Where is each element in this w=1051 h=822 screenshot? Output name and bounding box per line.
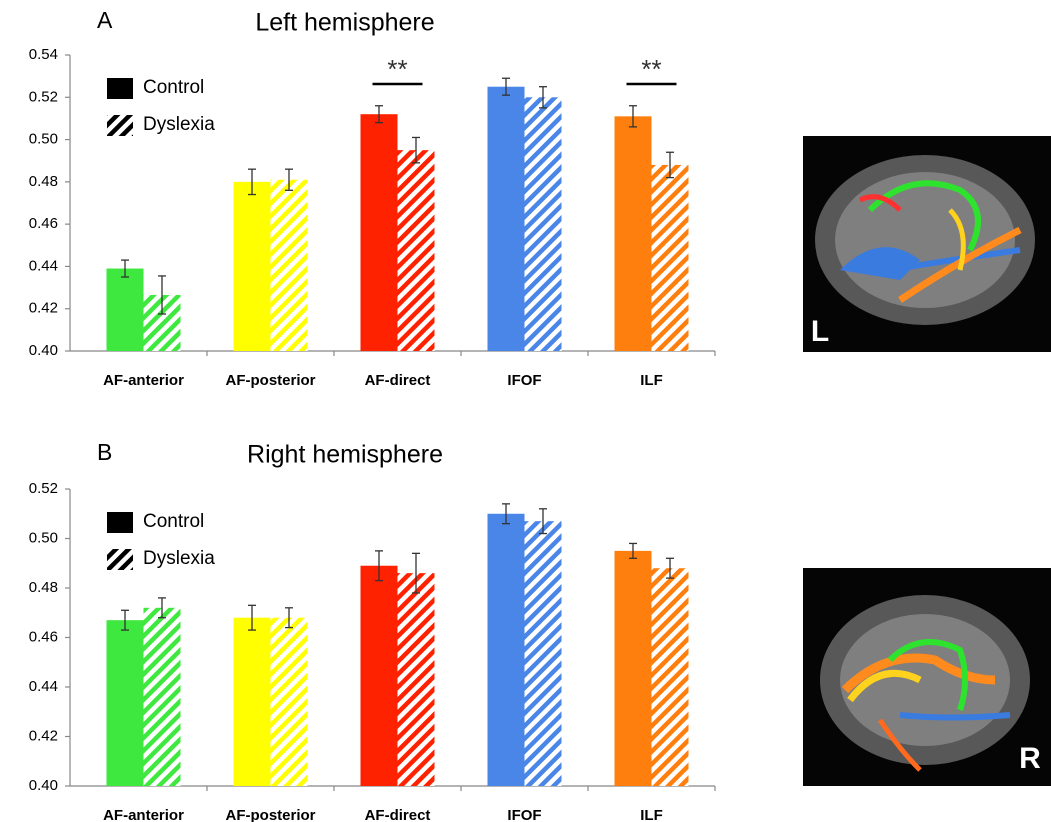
bar xyxy=(106,620,144,786)
error-bar xyxy=(285,168,293,191)
bar xyxy=(487,86,525,351)
error-bar xyxy=(248,168,256,196)
error-bar xyxy=(158,275,166,315)
x-tick-label: IFOF xyxy=(507,807,541,822)
y-tick-label: 0.48 xyxy=(29,173,58,190)
y-tick-label: 0.42 xyxy=(29,727,58,744)
bar xyxy=(233,617,271,786)
brain-image-right xyxy=(803,568,1051,786)
bar xyxy=(143,607,181,786)
legend-swatch xyxy=(107,78,133,99)
error-bar xyxy=(412,552,420,594)
error-bar xyxy=(539,86,547,109)
error-bar xyxy=(121,609,129,631)
bar xyxy=(397,150,435,351)
significance-label: ** xyxy=(387,54,407,84)
legend-swatch xyxy=(107,549,133,570)
brain-image-left xyxy=(803,136,1051,352)
bar xyxy=(360,114,398,351)
y-tick-label: 0.50 xyxy=(29,529,58,546)
y-tick-label: 0.46 xyxy=(29,628,58,645)
error-bar xyxy=(666,151,674,179)
bar xyxy=(524,97,562,352)
bar xyxy=(651,568,689,786)
chart-title: Left hemisphere xyxy=(255,9,434,37)
legend-swatch xyxy=(107,115,133,136)
bar xyxy=(651,164,689,351)
x-tick-label: AF-posterior xyxy=(226,807,316,822)
bar xyxy=(614,116,652,351)
x-tick-label: AF-anterior xyxy=(103,372,184,389)
y-tick-label: 0.44 xyxy=(29,678,58,695)
error-bar xyxy=(248,604,256,631)
bar xyxy=(233,181,271,351)
bar xyxy=(397,573,435,786)
error-bar xyxy=(375,105,383,124)
bar xyxy=(614,550,652,786)
error-bar xyxy=(629,542,637,559)
error-bar xyxy=(539,508,547,535)
image-label: L xyxy=(811,315,829,348)
x-tick-label: AF-direct xyxy=(365,372,431,389)
x-tick-label: AF-posterior xyxy=(226,372,316,389)
error-bar xyxy=(285,607,293,629)
panel-label: A xyxy=(97,7,113,33)
x-tick-label: AF-anterior xyxy=(103,807,184,822)
error-bar xyxy=(121,259,129,278)
y-tick-label: 0.50 xyxy=(29,131,58,148)
x-tick-label: AF-direct xyxy=(365,807,431,822)
error-bar xyxy=(412,136,420,164)
bar xyxy=(106,268,144,351)
legend-label: Control xyxy=(143,511,204,532)
bar xyxy=(270,617,308,786)
y-tick-label: 0.40 xyxy=(29,342,58,359)
x-tick-label: ILF xyxy=(640,807,663,822)
image-label: R xyxy=(1019,742,1041,775)
y-tick-label: 0.42 xyxy=(29,300,58,317)
error-bar xyxy=(666,557,674,579)
y-tick-label: 0.54 xyxy=(29,46,58,63)
chart-title: Right hemisphere xyxy=(247,441,443,469)
legend-label: Dyslexia xyxy=(143,114,215,135)
bar xyxy=(360,565,398,786)
error-bar xyxy=(502,77,510,96)
y-tick-label: 0.52 xyxy=(29,88,58,105)
error-bar xyxy=(629,105,637,128)
panel-label: B xyxy=(97,439,112,465)
error-bar xyxy=(502,503,510,525)
error-bar xyxy=(158,597,166,619)
legend-label: Control xyxy=(143,77,204,98)
legend-swatch xyxy=(107,512,133,533)
y-tick-label: 0.52 xyxy=(29,480,58,497)
bar xyxy=(524,521,562,786)
y-tick-label: 0.46 xyxy=(29,215,58,232)
x-tick-label: ILF xyxy=(640,372,663,389)
bar xyxy=(270,179,308,351)
bar xyxy=(487,513,525,786)
x-tick-label: IFOF xyxy=(507,372,541,389)
error-bar xyxy=(375,550,383,582)
significance-label: ** xyxy=(641,54,661,84)
y-tick-label: 0.44 xyxy=(29,257,58,274)
legend-label: Dyslexia xyxy=(143,548,215,569)
y-tick-label: 0.40 xyxy=(29,777,58,794)
y-tick-label: 0.48 xyxy=(29,579,58,596)
